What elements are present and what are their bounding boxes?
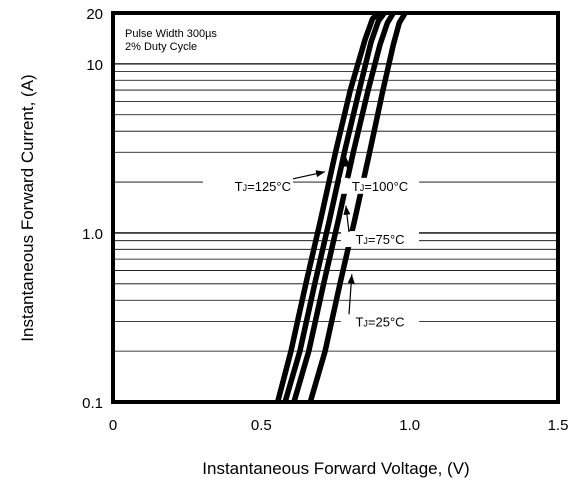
x-tick-label: 1.0 (399, 417, 420, 434)
x-tick-label: 1.5 (548, 417, 569, 434)
series-label-2: TJ=75°C (355, 232, 404, 247)
x-axis-label: Instantaneous Forward Voltage, (V) (202, 459, 469, 478)
annotation-duty-cycle: 2% Duty Cycle (125, 41, 197, 53)
series-label-layer: TJ=125°C TJ=100°C TJ=75°C TJ=25°C (203, 157, 419, 330)
series-label-1: TJ=100°C (352, 179, 408, 194)
x-tick-label: 0.5 (251, 417, 272, 434)
series-label-arrowhead (343, 205, 351, 216)
series-label-arrowhead (343, 157, 351, 167)
series-line-3 (307, 11, 408, 403)
series-line-2 (291, 11, 396, 403)
series-label-arrowhead (347, 274, 355, 284)
series-label-3: TJ=25°C (355, 314, 404, 329)
series-line-0 (274, 11, 381, 403)
y-tick-label: 20 (86, 6, 103, 23)
tick-label-layer: 0 0.5 1.0 1.5 0.1 1.0 10 20 (82, 6, 568, 434)
annotation-pulse-width: Pulse Width 300µs (125, 28, 217, 40)
grid-layer (113, 12, 558, 352)
series-label-background (203, 177, 293, 194)
series-label-0: TJ=125°C (235, 179, 291, 194)
series-label-arrowhead (315, 170, 326, 178)
annotation-layer: Pulse Width 300µs 2% Duty Cycle (118, 16, 246, 56)
series-label-background (341, 313, 419, 330)
series-layer (274, 11, 408, 403)
x-tick-label: 0 (109, 417, 117, 434)
y-tick-label: 0.1 (82, 395, 103, 412)
series-line-1 (282, 11, 387, 403)
plot-frame (111, 11, 560, 404)
series-label-background (341, 231, 419, 248)
y-axis-label: Instantaneous Forward Current, (A) (18, 74, 37, 341)
y-tick-label: 10 (86, 57, 103, 74)
annotation-background (118, 16, 246, 56)
series-label-background (341, 177, 419, 194)
y-tick-label: 1.0 (82, 226, 103, 243)
